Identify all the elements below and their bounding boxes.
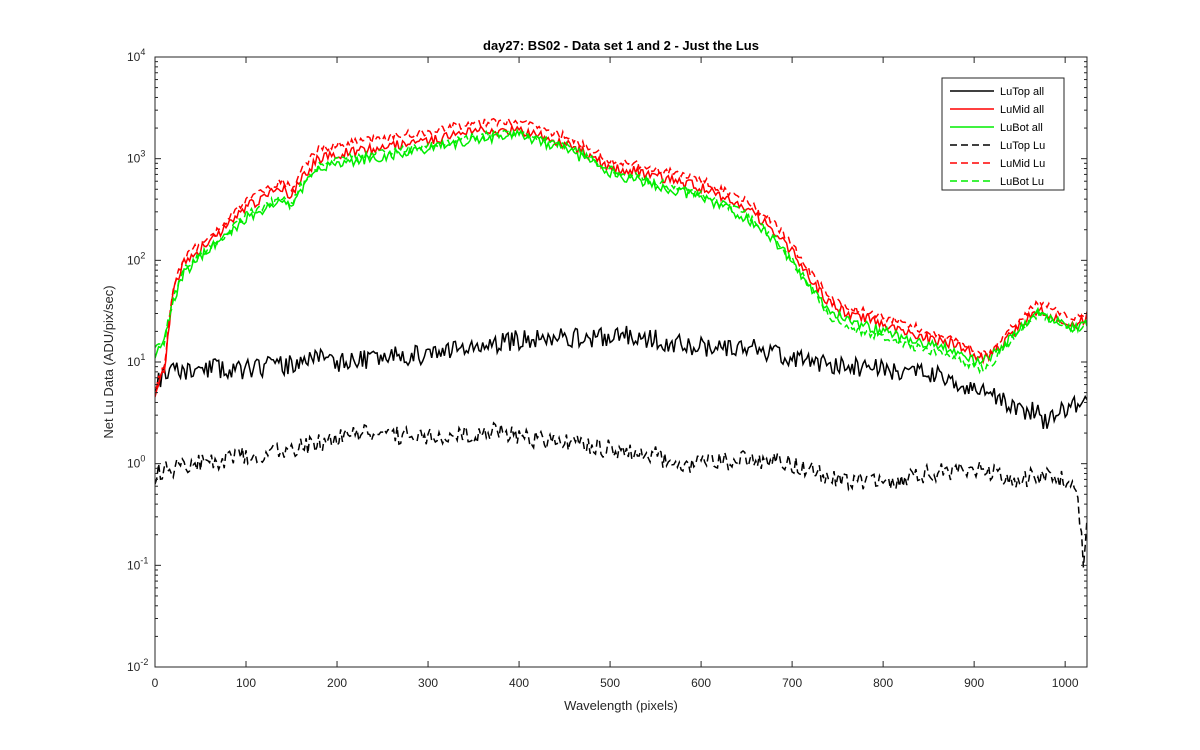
x-axis-label: Wavelength (pixels) <box>564 698 678 713</box>
x-tick-label: 500 <box>600 676 620 690</box>
y-tick-label-exponent: 2 <box>140 250 145 260</box>
x-tick-label: 900 <box>964 676 984 690</box>
x-tick-label: 0 <box>152 676 159 690</box>
legend-entry-label: LuTop Lu <box>1000 140 1045 152</box>
y-tick-label-base: 10 <box>127 660 141 674</box>
y-tick-label-base: 10 <box>127 355 141 369</box>
y-tick-label-exponent: 0 <box>140 454 145 464</box>
x-tick-label: 1000 <box>1052 676 1079 690</box>
y-tick-label: 102 <box>127 250 145 267</box>
y-tick-label-exponent: 1 <box>140 352 145 362</box>
y-tick-label-base: 10 <box>127 152 141 166</box>
legend-entry-label: LuMid all <box>1000 104 1044 116</box>
y-tick-label-exponent: -1 <box>140 555 148 565</box>
y-tick-label: 103 <box>127 149 145 166</box>
y-axis-label: Net Lu Data (ADU/pix/sec) <box>101 285 116 438</box>
series-line-1 <box>155 123 1087 398</box>
legend-box <box>941 77 1065 191</box>
x-tick-label: 800 <box>873 676 893 690</box>
y-tick-label: 101 <box>127 352 145 369</box>
legend-entry-label: LuMid Lu <box>1000 158 1045 170</box>
x-tick-label: 700 <box>782 676 802 690</box>
series-line-0 <box>155 325 1087 430</box>
series-line-5 <box>155 129 1087 375</box>
plot-area <box>155 57 1087 667</box>
series-line-4 <box>155 116 1087 389</box>
y-tick-label: 100 <box>127 454 145 471</box>
y-tick-label: 10-2 <box>127 657 148 674</box>
legend-entry-label: LuBot all <box>1000 122 1043 134</box>
legend: LuTop all LuMid all LuBot all LuTop Lu LuMid… <box>941 77 1065 191</box>
y-tick-label-base: 10 <box>127 50 141 64</box>
x-tick-label: 100 <box>236 676 256 690</box>
y-tick-label-base: 10 <box>127 253 141 267</box>
x-tick-label: 600 <box>691 676 711 690</box>
y-tick-label: 104 <box>127 47 145 64</box>
y-tick-label-exponent: -2 <box>140 657 148 667</box>
x-tick-label: 300 <box>418 676 438 690</box>
y-tick-label-base: 10 <box>127 457 141 471</box>
series-line-3 <box>155 421 1087 568</box>
legend-entry-label: LuBot Lu <box>1000 176 1044 188</box>
x-tick-label: 200 <box>327 676 347 690</box>
legend-entry-label: LuTop all <box>1000 86 1044 98</box>
tick-layer: 0 100 200 300 400 500 600 700 800 900 100010-210-1… <box>127 47 1087 690</box>
y-tick-label: 10-1 <box>127 555 148 572</box>
x-tick-label: 400 <box>509 676 529 690</box>
y-tick-label-base: 10 <box>127 558 141 572</box>
series-layer <box>155 116 1087 568</box>
y-tick-label-exponent: 4 <box>140 47 145 57</box>
chart-title: day27: BS02 - Data set 1 and 2 - Just th… <box>483 38 759 53</box>
y-tick-label-exponent: 3 <box>140 149 145 159</box>
